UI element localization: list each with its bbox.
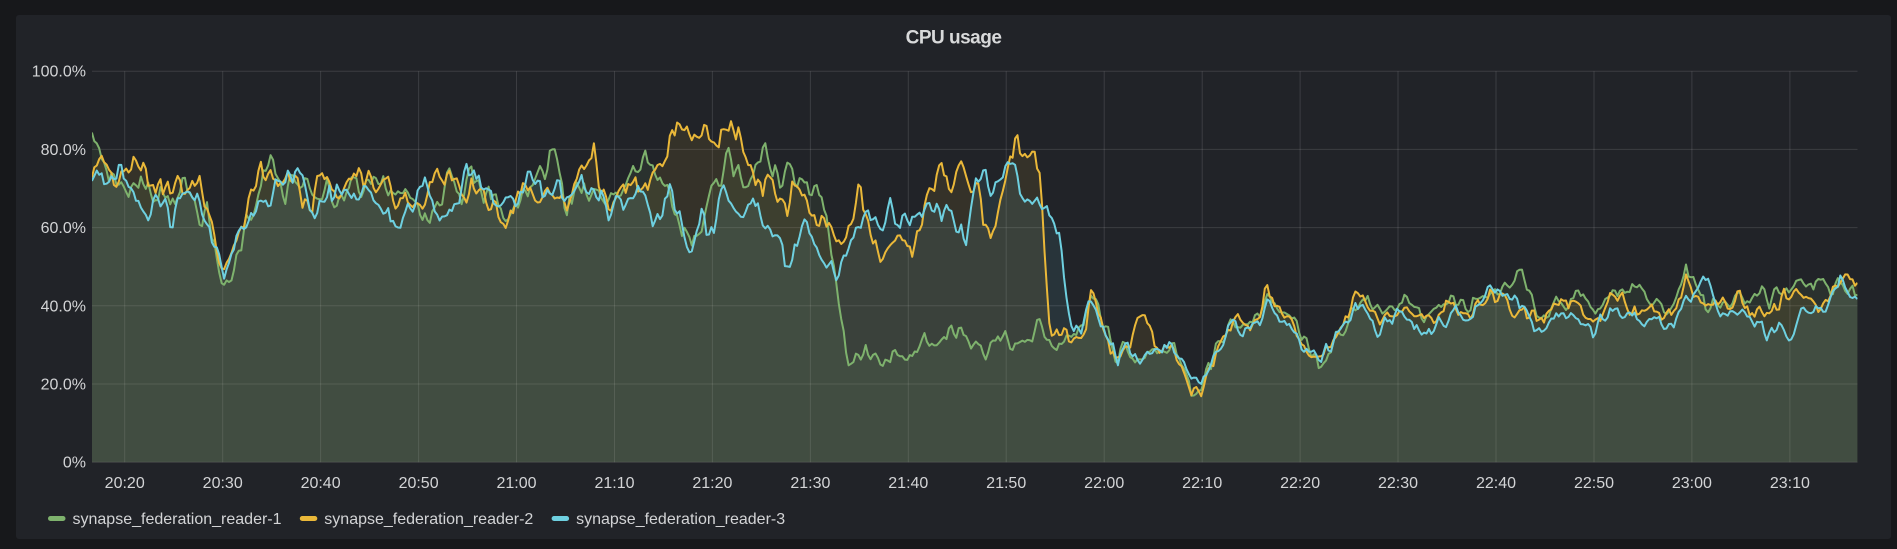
svg-text:21:00: 21:00: [496, 475, 536, 492]
svg-text:synapse_federation_reader-2: synapse_federation_reader-2: [324, 511, 533, 528]
svg-text:21:10: 21:10: [594, 475, 634, 492]
svg-text:20:20: 20:20: [105, 475, 145, 492]
svg-text:23:00: 23:00: [1672, 475, 1712, 492]
svg-text:22:40: 22:40: [1476, 475, 1516, 492]
svg-text:80.0%: 80.0%: [41, 142, 86, 159]
svg-text:synapse_federation_reader-1: synapse_federation_reader-1: [73, 511, 282, 528]
svg-text:20:50: 20:50: [399, 475, 439, 492]
svg-text:20.0%: 20.0%: [41, 377, 86, 394]
svg-text:21:20: 21:20: [692, 475, 732, 492]
svg-text:22:00: 22:00: [1084, 475, 1124, 492]
svg-text:22:20: 22:20: [1280, 475, 1320, 492]
svg-text:22:30: 22:30: [1378, 475, 1418, 492]
svg-text:synapse_federation_reader-3: synapse_federation_reader-3: [576, 511, 785, 528]
svg-text:CPU usage: CPU usage: [906, 28, 1002, 49]
svg-text:100.0%: 100.0%: [32, 64, 86, 81]
svg-text:20:40: 20:40: [301, 475, 341, 492]
svg-text:0%: 0%: [63, 455, 86, 472]
svg-text:21:30: 21:30: [790, 475, 830, 492]
svg-text:40.0%: 40.0%: [41, 298, 86, 315]
svg-text:60.0%: 60.0%: [41, 220, 86, 237]
svg-text:22:10: 22:10: [1182, 475, 1222, 492]
svg-text:21:50: 21:50: [986, 475, 1026, 492]
svg-text:20:30: 20:30: [203, 475, 243, 492]
svg-text:21:40: 21:40: [888, 475, 928, 492]
svg-text:23:10: 23:10: [1770, 475, 1810, 492]
svg-text:22:50: 22:50: [1574, 475, 1614, 492]
